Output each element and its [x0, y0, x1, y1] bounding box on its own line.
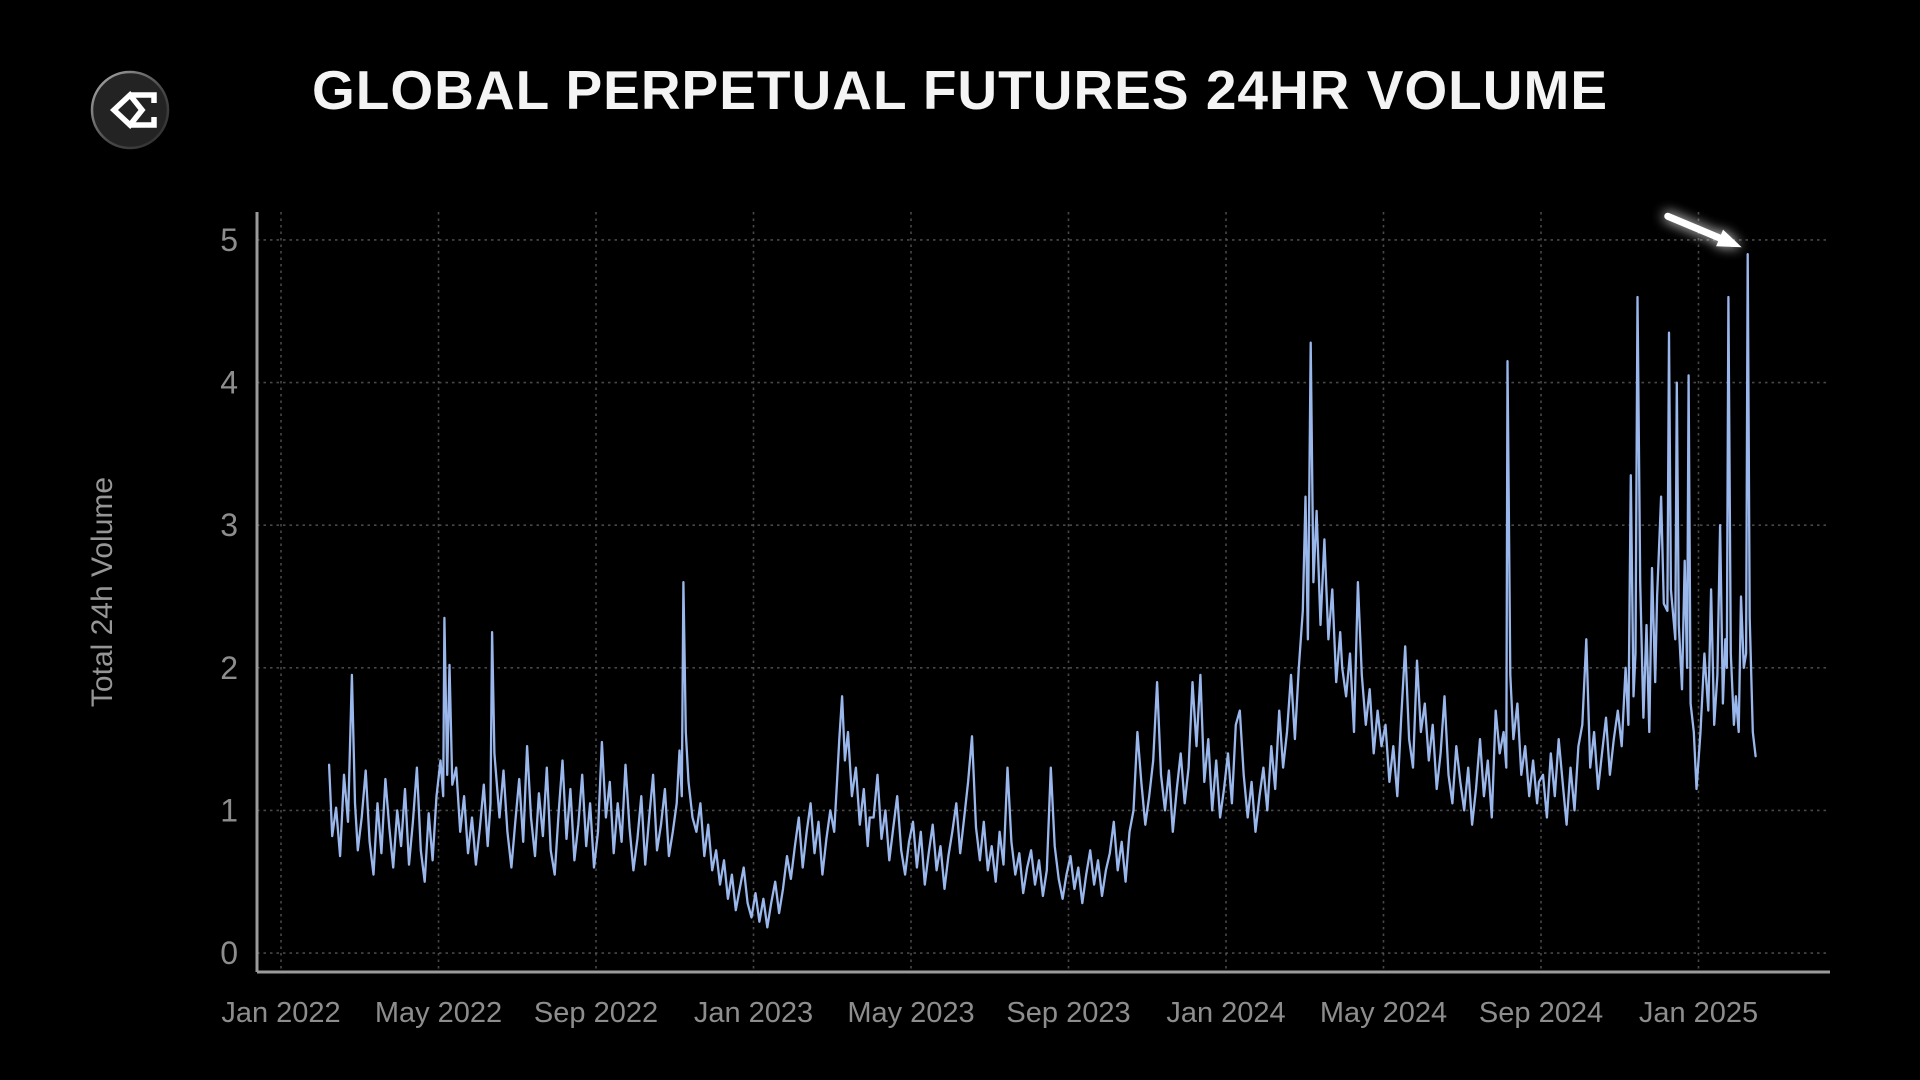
x-tick-label: May 2022	[375, 997, 502, 1029]
arrow-shape	[1664, 212, 1742, 248]
x-tick-label: Sep 2024	[1479, 997, 1603, 1029]
logo-circle	[90, 70, 170, 150]
volume-series-line	[327, 253, 1757, 929]
x-tick-label: Sep 2022	[534, 997, 658, 1029]
x-tick-label: Sep 2023	[1006, 997, 1130, 1029]
x-tick-label: Jan 2023	[694, 997, 813, 1029]
arrow-head	[1716, 229, 1742, 248]
y-tick-label: 0	[220, 935, 238, 971]
y-tick-label: 2	[220, 650, 238, 686]
page-title: GLOBAL PERPETUAL FUTURES 24HR VOLUME	[311, 59, 1609, 121]
gridlines	[257, 212, 1830, 972]
x-tick-label: Jan 2022	[221, 997, 340, 1029]
x-tick-label: Jan 2025	[1639, 997, 1758, 1029]
logo-glyph	[109, 90, 157, 130]
axis-spines	[255, 212, 1830, 974]
volume-line-path	[327, 253, 1757, 929]
y-tick-label: 5	[220, 222, 238, 258]
y-tick-label: 3	[220, 507, 238, 543]
x-tick-label: Jan 2024	[1166, 997, 1285, 1029]
x-tick-label: May 2023	[847, 997, 974, 1029]
y-tick-labels: 0 1 2 3 4 5	[220, 222, 238, 971]
sigma-diamond-logo-icon	[90, 70, 170, 150]
peak-arrow-annotation	[1663, 211, 1742, 248]
x-tick-label: May 2024	[1320, 997, 1447, 1029]
y-tick-label: 4	[220, 365, 238, 401]
y-tick-label: 1	[220, 792, 238, 828]
x-tick-labels: Jan 2022 May 2022 Sep 2022 Jan 2023 May 2023…	[221, 997, 1758, 1029]
